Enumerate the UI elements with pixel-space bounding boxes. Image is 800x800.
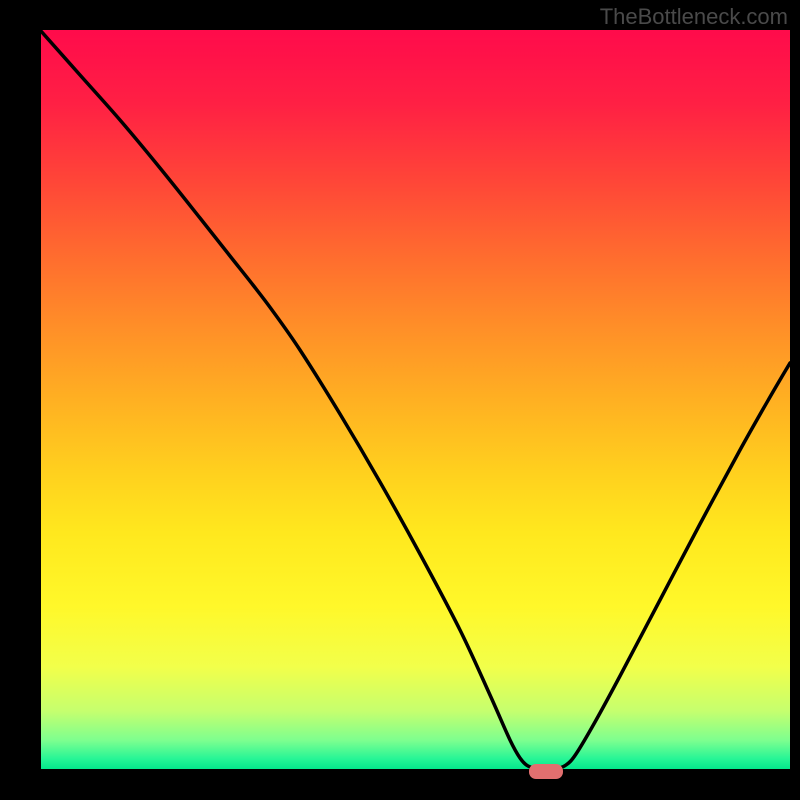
optimal-point-marker — [529, 764, 563, 779]
gradient-background — [40, 30, 790, 770]
watermark-text: TheBottleneck.com — [600, 4, 788, 30]
chart-svg — [0, 0, 800, 800]
bottleneck-chart: TheBottleneck.com — [0, 0, 800, 800]
